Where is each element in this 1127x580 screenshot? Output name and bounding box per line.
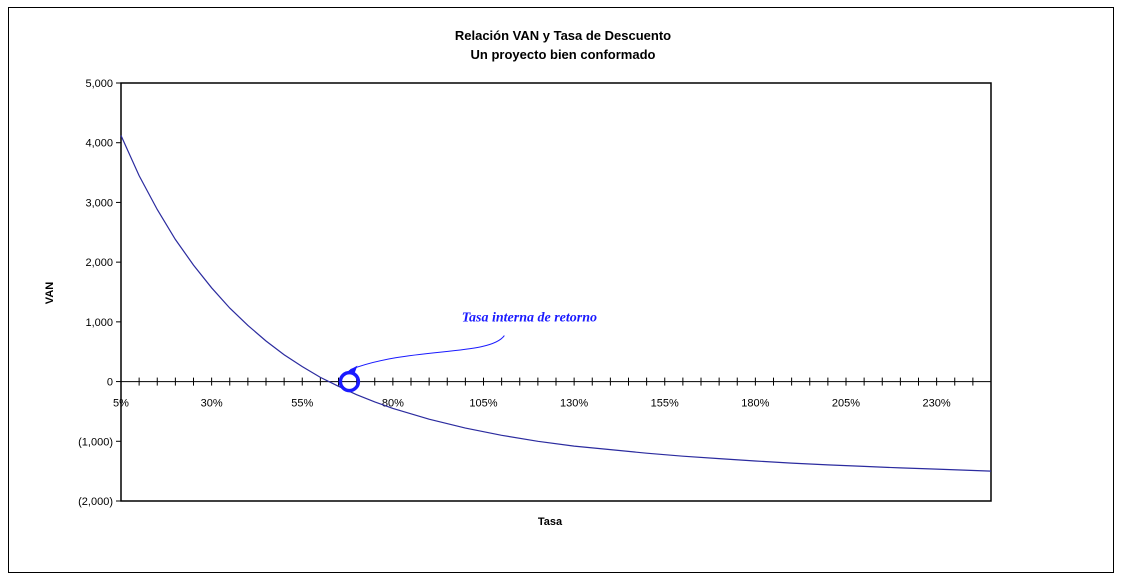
irr-annotation-label: Tasa interna de retorno [462, 311, 597, 326]
x-axis-title: Tasa [538, 516, 563, 528]
x-tick-label: 155% [651, 398, 679, 410]
y-tick-label: 2,000 [85, 257, 113, 269]
x-tick-label: 55% [291, 398, 313, 410]
x-tick-label: 80% [382, 398, 404, 410]
chart-subtitle: Un proyecto bien conformado [471, 47, 656, 62]
irr-marker [338, 370, 361, 393]
irr-callout-line [350, 335, 505, 371]
y-tick-label: 1,000 [85, 317, 113, 329]
x-tick-label: 180% [741, 398, 769, 410]
y-axis-title: VAN [44, 282, 56, 304]
x-tick-label: 230% [923, 398, 951, 410]
plot-area [120, 82, 992, 502]
y-tick-label: (1,000) [78, 436, 113, 448]
y-tick-label: 3,000 [85, 197, 113, 209]
x-tick-label: 130% [560, 398, 588, 410]
x-tick-label: 205% [832, 398, 860, 410]
x-tick-label: 5% [113, 398, 129, 410]
y-tick-label: 5,000 [85, 78, 113, 90]
chart-title: Relación VAN y Tasa de Descuento [455, 28, 671, 43]
npv-series-line [120, 135, 992, 472]
y-tick-label: 4,000 [85, 138, 113, 150]
y-tick-label: 0 [107, 377, 113, 389]
x-tick-label: 105% [469, 398, 497, 410]
irr-callout-arrowhead [348, 365, 358, 374]
y-tick-label: (2,000) [78, 496, 113, 508]
x-tick-label: 30% [201, 398, 223, 410]
